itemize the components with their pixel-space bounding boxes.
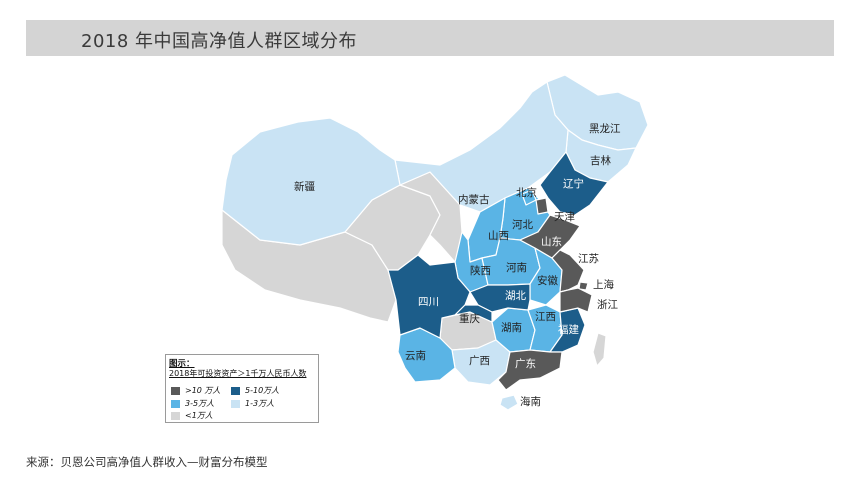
legend-label: 3-5万人: [185, 399, 215, 408]
legend-item-lt1: <1万人: [171, 410, 213, 421]
label-fujian: 福建: [558, 323, 579, 336]
label-hubei: 湖北: [505, 290, 526, 302]
label-sichuan: 四川: [418, 296, 439, 308]
legend-swatch: [171, 411, 180, 420]
title-bar: 2018 年中国高净值人群区域分布: [26, 20, 834, 56]
region-tianjin: [535, 197, 549, 215]
label-beijing: 北京: [516, 186, 537, 199]
legend-title: 图示：: [169, 359, 195, 369]
label-hebei: 河北: [512, 219, 533, 231]
label-heilongjiang: 黑龙江: [589, 122, 621, 135]
label-chongqing: 重庆: [459, 312, 480, 325]
label-shanghai: 上海: [593, 278, 614, 291]
label-tianjin: 天津: [554, 211, 575, 223]
label-xinjiang: 新疆: [294, 180, 315, 193]
page-title: 2018 年中国高净值人群区域分布: [81, 31, 358, 52]
legend-label: 5-10万人: [245, 386, 280, 395]
label-yunnan: 云南: [405, 349, 426, 362]
label-shandong: 山东: [541, 235, 562, 248]
legend-swatch: [171, 399, 180, 408]
region-hainan: [499, 394, 519, 411]
label-shaanxi: 陕西: [470, 264, 491, 277]
label-guangdong: 广东: [515, 357, 536, 370]
map-legend: 图示： 2018年可投资资产＞1千万人民币人数 >10 万人 5-10万人 3-…: [165, 354, 319, 423]
source-note: 来源：贝恩公司高净值人群收入—财富分布模型: [26, 455, 268, 469]
label-jilin: 吉林: [590, 154, 611, 167]
region-guangdong: [497, 349, 563, 391]
label-liaoning: 辽宁: [563, 177, 584, 190]
region-liaoning: [539, 151, 609, 216]
legend-item-gt10: >10 万人: [171, 385, 220, 396]
legend-label: 1-3万人: [245, 399, 275, 408]
label-henan: 河南: [506, 261, 527, 274]
region-neimenggu: [394, 81, 569, 213]
region-zhejiang: [559, 287, 593, 313]
label-shanxi: 山西: [488, 230, 509, 242]
label-hunan: 湖南: [501, 321, 522, 334]
label-neimenggu: 内蒙古: [458, 193, 490, 206]
legend-swatch: [231, 386, 240, 395]
region-taiwan: [592, 332, 607, 367]
region-shanghai: [578, 281, 589, 291]
legend-swatch: [231, 399, 240, 408]
label-guangxi: 广西: [469, 355, 490, 367]
region-jiangsu: [551, 249, 585, 293]
legend-subtitle: 2018年可投资资产＞1千万人民币人数: [169, 369, 307, 378]
legend-swatch: [171, 386, 180, 395]
legend-label: >10 万人: [185, 386, 221, 395]
legend-item-3-5: 3-5万人: [171, 398, 214, 409]
region-xinjiang: [221, 117, 401, 246]
label-jiangxi: 江西: [535, 311, 556, 323]
label-anhui: 安徽: [537, 274, 558, 287]
label-jiangsu: 江苏: [578, 252, 599, 265]
legend-label: <1万人: [185, 411, 213, 420]
label-hainan: 海南: [520, 395, 541, 408]
region-shandong: [519, 214, 581, 259]
legend-item-1-3: 1-3万人: [231, 398, 274, 409]
label-zhejiang: 浙江: [597, 299, 618, 311]
legend-item-5-10: 5-10万人: [231, 385, 279, 396]
region-chongqing: [454, 304, 493, 323]
region-fujian: [549, 307, 586, 353]
